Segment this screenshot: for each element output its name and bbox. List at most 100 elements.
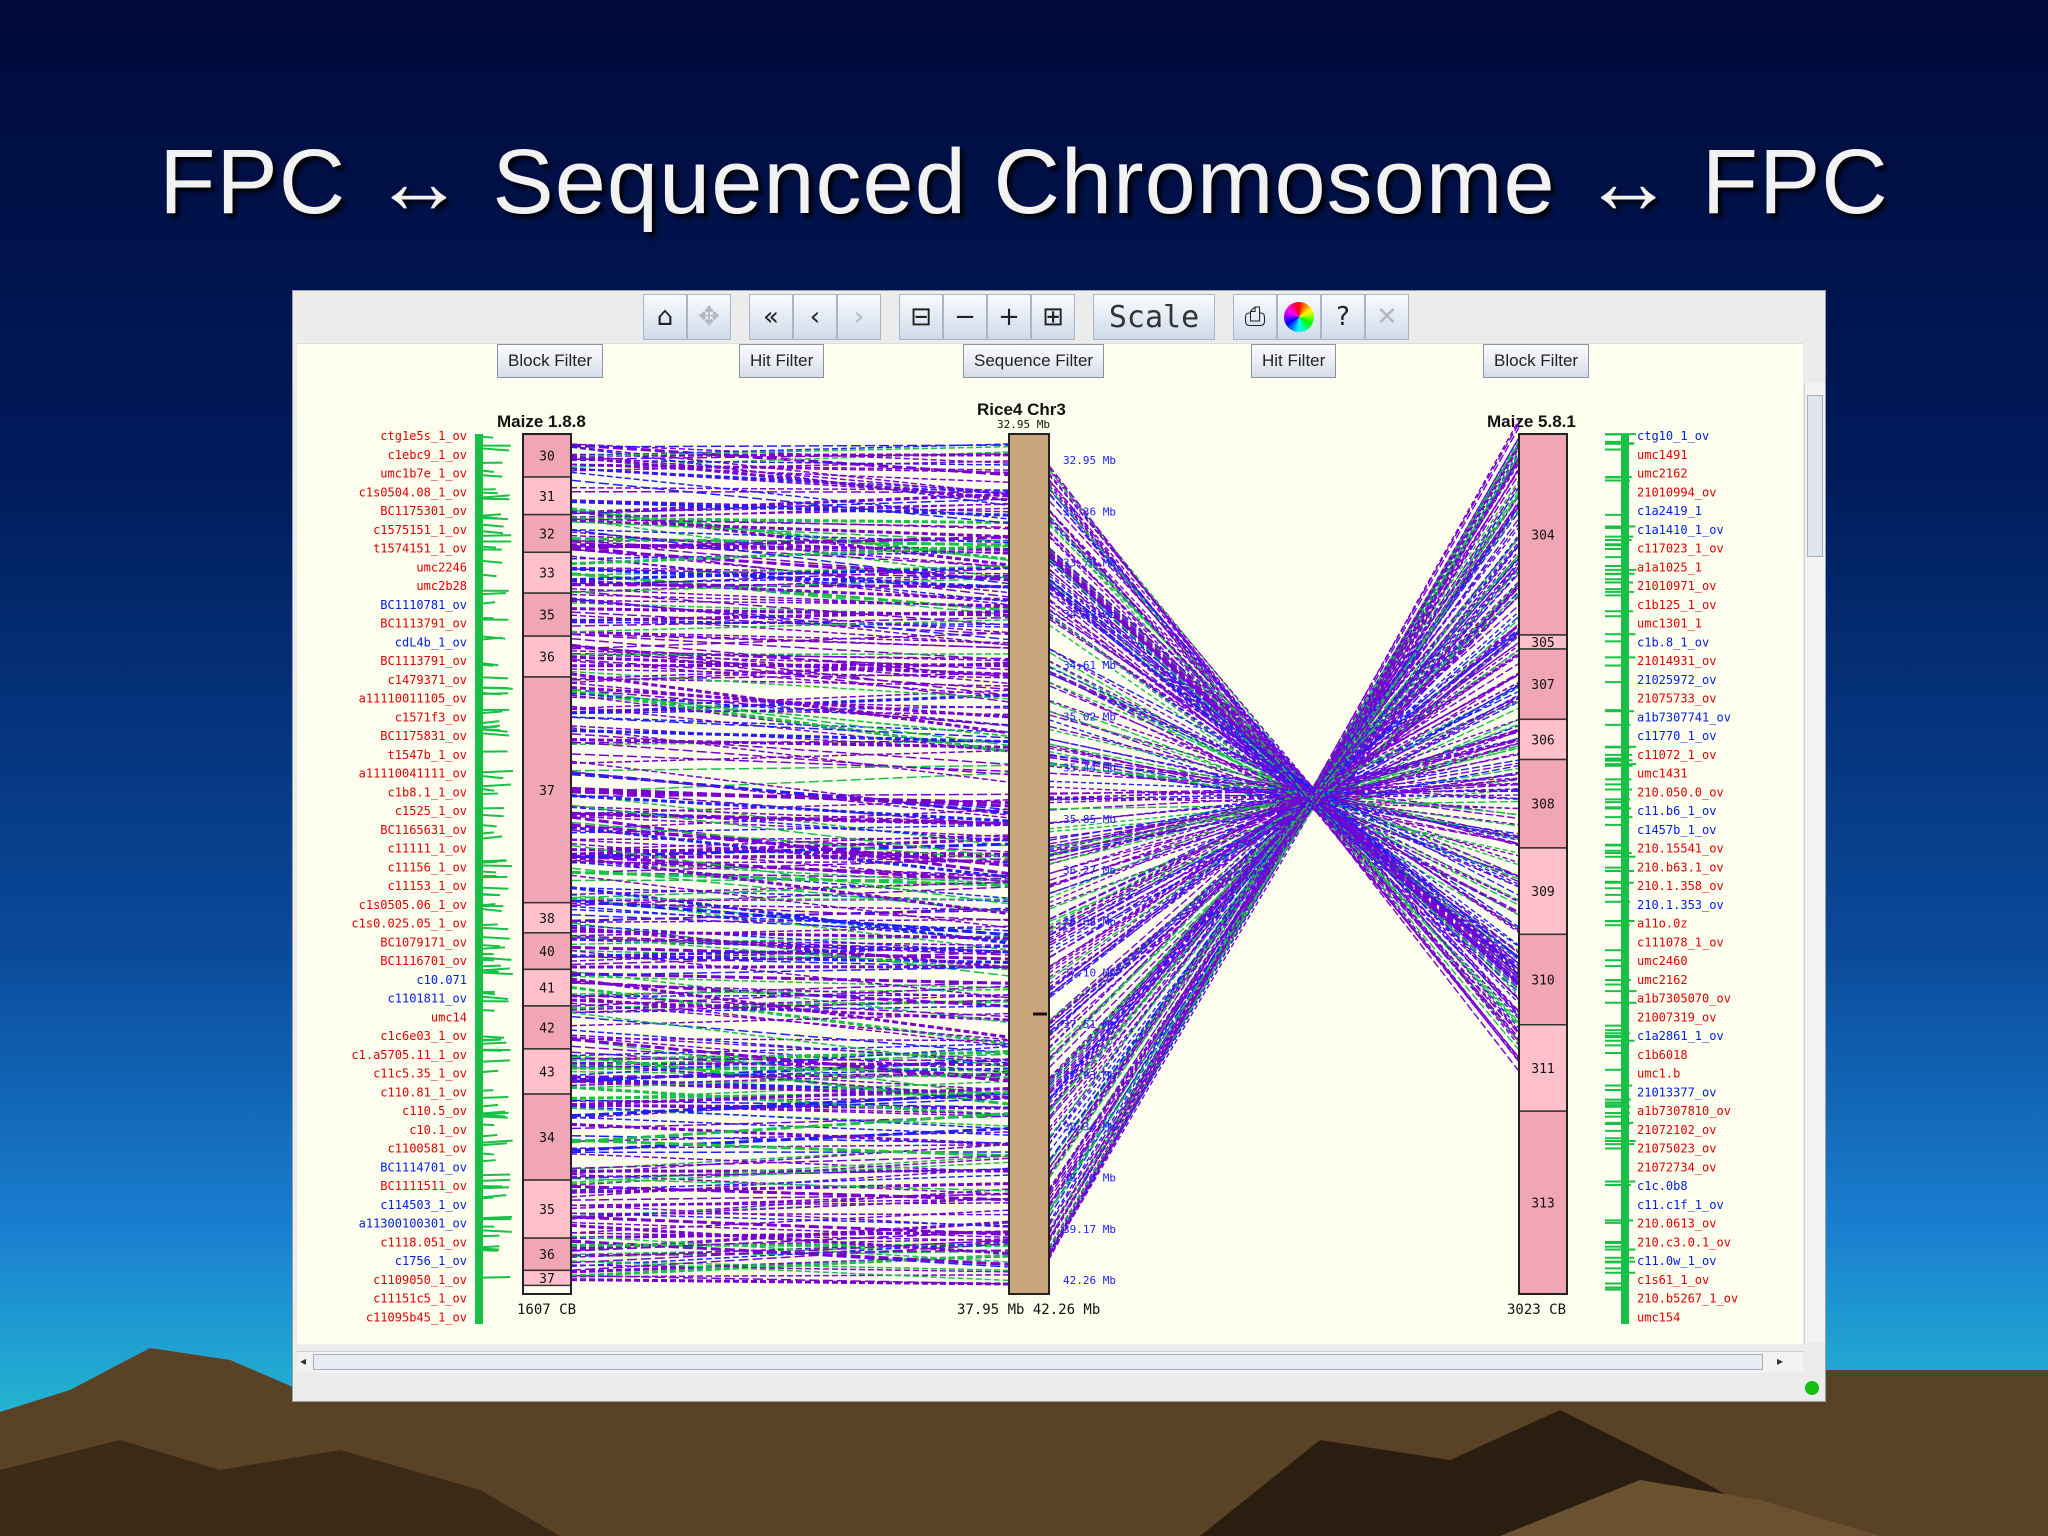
hit-line [570, 479, 1010, 525]
close-icon[interactable]: ✕ [1365, 294, 1409, 340]
hit-line [570, 1034, 1010, 1061]
right-block-filter-button[interactable]: Block Filter [1483, 344, 1590, 378]
horizontal-scrollbar[interactable]: ◂ ▸ [297, 1351, 1803, 1372]
hit-line [570, 633, 1010, 649]
hit-line [1048, 457, 1520, 1258]
left-track-name: Maize 1.8.8 [497, 412, 586, 431]
hit-line [1048, 493, 1520, 1213]
left-marker-label: c1s0.025.05_1_ov [351, 917, 467, 931]
hit-line [570, 1230, 1010, 1240]
left-marker-label: c1c6e03_1_ov [380, 1029, 467, 1043]
zoom-out-icon[interactable]: − [943, 294, 987, 340]
right-marker-label: c1b6018 [1637, 1048, 1688, 1062]
left-marker-label: c10.071 [416, 973, 467, 987]
hit-line [570, 1045, 1010, 1079]
hit-line [570, 555, 1010, 606]
hit-line [1048, 563, 1520, 999]
block-label: 308 [1531, 798, 1554, 813]
scale-button[interactable]: Scale [1093, 294, 1215, 340]
zoom-in-icon[interactable]: + [987, 294, 1031, 340]
help-icon[interactable]: ? [1321, 294, 1365, 340]
hit-line [1048, 649, 1520, 981]
horizontal-scroll-thumb[interactable] [313, 1354, 1763, 1370]
left-marker-label: c11095b45_1_ov [366, 1310, 467, 1324]
hit-line [570, 445, 1010, 458]
hit-line [570, 630, 1010, 644]
forward-icon[interactable]: › [837, 294, 881, 340]
hit-line [1048, 780, 1520, 800]
color-wheel-icon[interactable] [1277, 294, 1321, 340]
hit-line [570, 688, 1010, 727]
hit-line [570, 837, 1010, 841]
sequence-tick-label: 38.76 Mb [1063, 1172, 1116, 1185]
left-marker-label: BC1175301_ov [380, 504, 467, 518]
right-marker-label: umc1431 [1637, 767, 1688, 781]
hit-line [1048, 701, 1520, 880]
vertical-scroll-thumb[interactable] [1807, 395, 1823, 557]
hit-line [570, 794, 1010, 823]
left-marker-label: c114503_1_ov [380, 1198, 467, 1212]
hit-line [1048, 697, 1520, 947]
hit-line [570, 753, 1010, 773]
hit-line [570, 1232, 1010, 1242]
right-marker-label: 21013377_ov [1637, 1085, 1716, 1099]
hit-line [570, 1235, 1010, 1263]
home-icon[interactable]: ⌂ [643, 294, 687, 340]
right-marker-label: 210.1.358_ov [1637, 879, 1724, 893]
block-label: 305 [1531, 636, 1554, 651]
right-marker-label: 210.15541_ov [1637, 842, 1724, 856]
right-marker-label: umc1.b [1637, 1067, 1680, 1081]
hit-line [570, 446, 1010, 507]
hit-line [1048, 484, 1520, 1043]
hit-line [570, 951, 1010, 966]
hit-line [570, 994, 1010, 1011]
hit-line [570, 668, 1010, 679]
right-marker-label: c1457b_1_ov [1637, 823, 1716, 837]
hit-line [1048, 550, 1520, 980]
hit-line [1048, 690, 1520, 920]
hit-line [570, 619, 1010, 633]
hit-line [570, 1029, 1010, 1064]
scroll-right-icon[interactable]: ▸ [1776, 1354, 1783, 1368]
fast-back-icon[interactable]: « [749, 294, 793, 340]
scroll-left-icon[interactable]: ◂ [300, 1354, 307, 1368]
zoom-in-more-icon[interactable]: ⊞ [1031, 294, 1075, 340]
chromosome-block [522, 551, 572, 594]
hit-line [1048, 625, 1520, 1024]
right-marker-label: 21075733_ov [1637, 692, 1716, 706]
right-marker-label: 210.0613_ov [1637, 1217, 1716, 1231]
hit-line [570, 839, 1010, 864]
sequence-filter-button[interactable]: Sequence Filter [963, 344, 1105, 378]
left-marker-label: c11111_1_ov [388, 842, 467, 856]
zoom-out-more-icon[interactable]: ⊟ [899, 294, 943, 340]
hit-line [570, 858, 1010, 874]
hit-line [570, 1192, 1010, 1210]
hit-line [570, 1260, 1010, 1282]
sequence-tick-label: 36.27 Mb [1063, 864, 1116, 877]
hit-line [570, 455, 1010, 502]
hit-line [1048, 778, 1520, 824]
left-marker-label: c1571f3_ov [395, 710, 467, 724]
hit-line [1048, 651, 1520, 930]
hit-line [570, 994, 1010, 1018]
right-hit-filter-button[interactable]: Hit Filter [1251, 344, 1337, 378]
left-block-filter-button[interactable]: Block Filter [497, 344, 604, 378]
hit-line [570, 621, 1010, 626]
back-icon[interactable]: ‹ [793, 294, 837, 340]
hit-line [1048, 462, 1520, 1206]
pan-icon[interactable]: ✥ [687, 294, 731, 340]
hit-line [570, 1161, 1010, 1185]
block-label: 34 [539, 1131, 555, 1146]
print-icon[interactable]: ⎙ [1233, 294, 1277, 340]
hit-line [1048, 465, 1520, 1072]
hit-line [570, 516, 1010, 525]
hit-line [570, 1223, 1010, 1255]
hit-line [1048, 591, 1520, 946]
hit-line [1048, 490, 1520, 1179]
hit-line [1048, 725, 1520, 845]
hit-line [570, 1239, 1010, 1264]
left-hit-filter-button[interactable]: Hit Filter [739, 344, 825, 378]
vertical-scrollbar[interactable] [1804, 383, 1825, 1343]
left-marker-label: BC1113791_ov [380, 654, 467, 668]
hit-line [570, 565, 1010, 582]
